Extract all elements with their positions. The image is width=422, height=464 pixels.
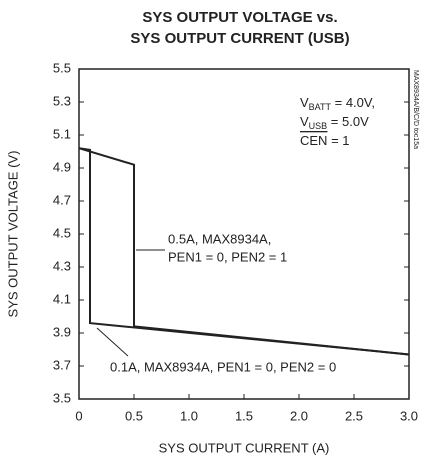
condition: CEN = 1 <box>300 133 350 148</box>
x-tick-label: 0 <box>75 408 82 423</box>
y-tick-label: 4.5 <box>53 225 71 240</box>
y-tick-label: 3.5 <box>53 390 71 405</box>
condition: VUSB = 5.0V <box>300 114 369 131</box>
condition-value: = 4.0V, <box>331 95 375 110</box>
watermark: MAX8934A/B/C/D toc15a <box>412 70 419 149</box>
annotation: 0.5A, MAX8934A, <box>168 231 271 246</box>
chart-title: SYS OUTPUT VOLTAGE vs. <box>142 9 337 26</box>
x-tick-label: 0.5 <box>125 408 143 423</box>
x-tick-label: 1.5 <box>235 408 253 423</box>
y-tick-label: 5.5 <box>53 60 71 75</box>
condition-subscript: USB <box>309 121 328 131</box>
x-tick-label: 1.0 <box>180 408 198 423</box>
condition-bg <box>296 114 392 133</box>
condition-value: = 5.0V <box>327 114 369 129</box>
y-tick-label: 3.9 <box>53 324 71 339</box>
chart-title: SYS OUTPUT CURRENT (USB) <box>130 30 349 47</box>
y-tick-label: 5.3 <box>53 93 71 108</box>
y-axis-label: SYS OUTPUT VOLTAGE (V) <box>5 151 20 318</box>
annotation: 0.1A, MAX8934A, PEN1 = 0, PEN2 = 0 <box>110 359 336 374</box>
y-tick-label: 4.1 <box>53 291 71 306</box>
annotation-bg <box>165 230 275 248</box>
x-tick-label: 2.5 <box>345 408 363 423</box>
y-tick-label: 4.9 <box>53 159 71 174</box>
annotation: PEN1 = 0, PEN2 = 1 <box>168 249 287 264</box>
condition-symbol: V <box>300 114 309 129</box>
annotation-bg <box>107 358 340 376</box>
annotation-bg <box>165 248 291 266</box>
condition-symbol: CEN <box>300 133 327 148</box>
condition-value: = 1 <box>327 133 349 148</box>
condition: VBATT = 4.0V, <box>300 95 375 112</box>
y-tick-label: 5.1 <box>53 126 71 141</box>
x-axis-label: SYS OUTPUT CURRENT (A) <box>159 440 330 455</box>
condition-subscript: BATT <box>309 102 332 112</box>
x-tick-label: 2.0 <box>290 408 308 423</box>
x-tick-label: 3.0 <box>400 408 418 423</box>
y-tick-label: 4.3 <box>53 258 71 273</box>
y-tick-label: 3.7 <box>53 357 71 372</box>
condition-symbol: V <box>300 95 309 110</box>
leader-line <box>96 327 129 357</box>
condition-bg <box>296 133 392 152</box>
condition-bg <box>296 95 392 114</box>
y-tick-label: 4.7 <box>53 192 71 207</box>
series-line <box>78 147 410 356</box>
